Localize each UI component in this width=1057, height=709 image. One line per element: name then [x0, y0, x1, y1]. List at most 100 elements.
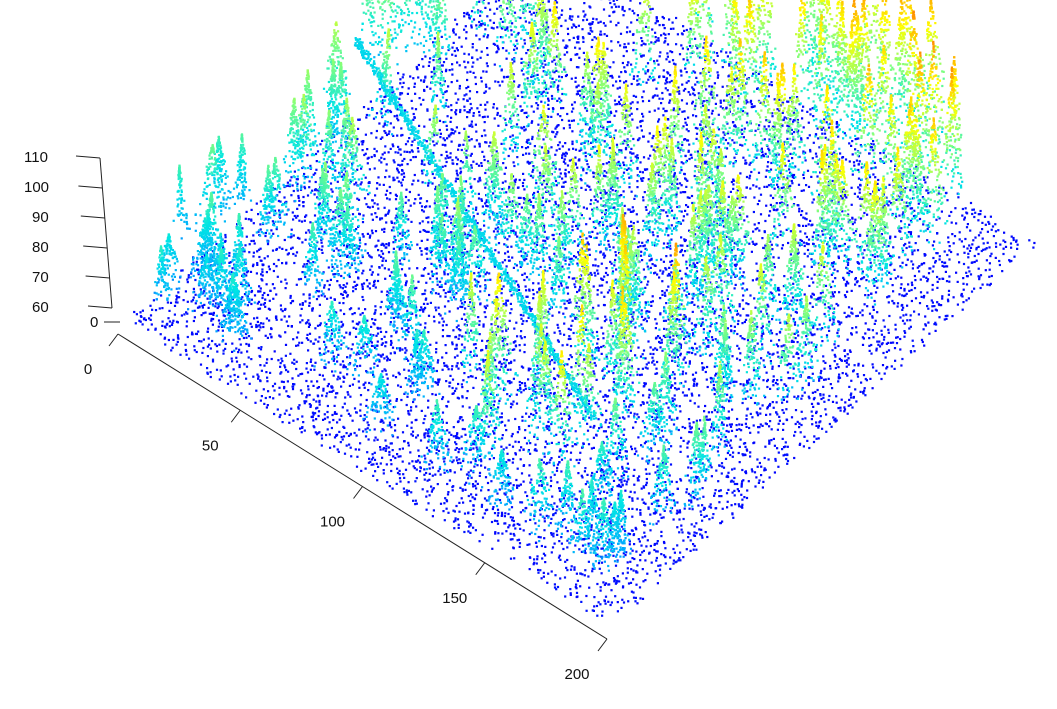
- point: [360, 45, 362, 47]
- point: [397, 152, 399, 154]
- point: [525, 112, 527, 114]
- point: [589, 24, 591, 26]
- point: [369, 168, 371, 170]
- point: [668, 33, 670, 35]
- point: [389, 4, 391, 6]
- point: [561, 14, 563, 16]
- point: [540, 50, 542, 52]
- point: [391, 41, 393, 43]
- point: [444, 34, 446, 36]
- point: [537, 29, 539, 31]
- point: [426, 86, 428, 88]
- point: [586, 19, 588, 21]
- point: [411, 100, 413, 102]
- point: [466, 71, 468, 73]
- point: [638, 31, 640, 33]
- point: [479, 143, 481, 145]
- point: [708, 85, 710, 87]
- point: [451, 141, 453, 143]
- point: [403, 158, 405, 160]
- point: [445, 70, 447, 72]
- point: [582, 10, 584, 12]
- point: [476, 1, 478, 3]
- point: [398, 148, 400, 150]
- point: [447, 85, 449, 87]
- point: [428, 49, 430, 51]
- point: [439, 2, 441, 4]
- point: [663, 69, 665, 71]
- point: [642, 68, 644, 70]
- point: [329, 56, 331, 58]
- point: [334, 46, 336, 48]
- point: [653, 79, 655, 81]
- point: [414, 42, 416, 44]
- point: [420, 79, 422, 81]
- point: [411, 12, 413, 14]
- point: [425, 22, 427, 24]
- point: [431, 6, 433, 8]
- point: [636, 84, 638, 86]
- point: [717, 55, 719, 57]
- point: [470, 103, 472, 105]
- point: [571, 78, 573, 80]
- point: [629, 114, 631, 116]
- point: [449, 156, 451, 158]
- point: [662, 114, 664, 116]
- point: [548, 0, 550, 2]
- point: [516, 156, 518, 158]
- point: [475, 34, 477, 36]
- point: [521, 127, 523, 129]
- point: [609, 147, 611, 149]
- point: [416, 1, 418, 3]
- point: [725, 13, 727, 15]
- point: [381, 76, 383, 78]
- point: [328, 81, 330, 83]
- point: [445, 52, 447, 54]
- point: [440, 154, 442, 156]
- point: [374, 11, 376, 13]
- point: [549, 9, 551, 11]
- point: [536, 33, 538, 35]
- point: [539, 31, 541, 33]
- point: [726, 107, 728, 109]
- point: [682, 25, 684, 27]
- point: [440, 133, 442, 135]
- point: [612, 61, 614, 63]
- point: [617, 87, 619, 89]
- point: [562, 39, 564, 41]
- point: [656, 95, 658, 97]
- point: [728, 65, 730, 67]
- point: [618, 6, 620, 8]
- point: [496, 26, 498, 28]
- point: [443, 20, 445, 22]
- point: [653, 43, 655, 45]
- point: [614, 115, 616, 117]
- point: [485, 90, 487, 92]
- point: [434, 41, 436, 43]
- point: [407, 163, 409, 165]
- point: [686, 82, 688, 84]
- point: [541, 7, 543, 9]
- point: [566, 113, 568, 115]
- point: [493, 22, 495, 24]
- point: [617, 22, 619, 24]
- point: [547, 64, 549, 66]
- point: [530, 45, 532, 47]
- point: [395, 37, 397, 39]
- point: [553, 59, 555, 61]
- point: [479, 145, 481, 147]
- point: [400, 127, 402, 129]
- point: [432, 24, 434, 26]
- point: [516, 34, 518, 36]
- point: [703, 9, 705, 11]
- point: [611, 50, 613, 52]
- point: [629, 8, 631, 10]
- point: [620, 149, 622, 151]
- point: [508, 12, 510, 14]
- point: [418, 33, 420, 35]
- point: [735, 126, 737, 128]
- point: [475, 24, 477, 26]
- point: [365, 134, 367, 136]
- point: [524, 42, 526, 44]
- point: [476, 58, 478, 60]
